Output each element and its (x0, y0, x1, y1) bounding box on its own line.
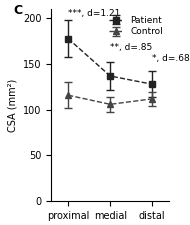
Text: *, d=.68: *, d=.68 (152, 54, 190, 63)
Text: C: C (13, 4, 23, 17)
Text: **, d=.85: **, d=.85 (110, 43, 152, 52)
Y-axis label: CSA (mm²): CSA (mm²) (8, 79, 17, 132)
Text: ***, d=1.21: ***, d=1.21 (68, 9, 120, 18)
Legend: Patient, Control: Patient, Control (108, 14, 165, 38)
